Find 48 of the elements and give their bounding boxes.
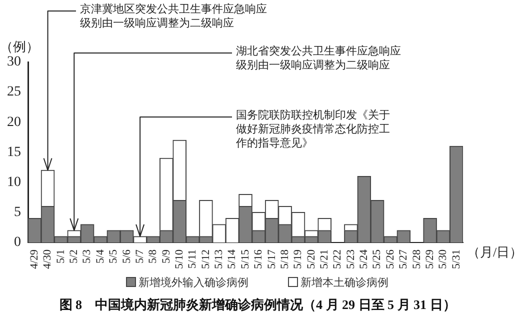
y-tick-label: 30 (7, 54, 21, 70)
x-tick-label: 5/23 (344, 248, 357, 270)
x-tick-label: 5/16 (252, 248, 265, 270)
y-axis-title: （例） (0, 38, 39, 54)
x-tick-label: 5/18 (278, 248, 291, 270)
x-tick-label: 5/20 (305, 248, 318, 270)
x-tick-label: 5/27 (398, 248, 410, 270)
x-tick-label: 5/4 (94, 248, 106, 264)
x-tick-label: 5/22 (332, 249, 344, 270)
x-tick-label: 5/9 (160, 248, 172, 264)
x-tick-label: 5/21 (318, 249, 330, 270)
x-tick-label: 5/19 (292, 248, 304, 270)
x-tick-label: 5/17 (266, 248, 278, 270)
x-tick-label: 5/5 (108, 248, 120, 264)
legend-label: 新增境外输入确诊病例 (138, 276, 248, 290)
y-tick-label: 0 (14, 235, 21, 250)
x-tick-label: 4/30 (42, 248, 54, 270)
x-tick-label: 5/15 (239, 248, 252, 270)
legend-label: 新增本土确诊病例 (300, 276, 388, 290)
x-tick-label: 5/13 (213, 248, 226, 270)
x-tick-label: 5/10 (173, 248, 186, 270)
x-tick-label: 5/12 (200, 249, 212, 270)
x-tick-label: 5/28 (410, 248, 423, 270)
annotation: 京津冀地区突发公共卫生事件应急响应级别由一级响应调整为二级响应 (80, 2, 267, 30)
x-tick-label: 5/7 (134, 248, 146, 264)
x-axis-title: （月/日） (467, 244, 515, 260)
x-tick-label: 5/8 (147, 248, 160, 264)
x-tick-label: 5/11 (186, 249, 199, 269)
y-tick-label: 20 (7, 114, 21, 130)
y-tick-label: 10 (7, 174, 21, 190)
x-tick-label: 5/26 (384, 248, 396, 270)
x-tick-label: 4/29 (28, 248, 40, 270)
y-tick-label: 15 (7, 144, 21, 160)
annotation: 湖北省突发公共卫生事件应急响应级别由一级响应调整为二级响应 (236, 44, 401, 72)
x-tick-label: 5/29 (424, 248, 436, 270)
x-tick-label: 5/25 (371, 248, 384, 270)
x-tick-label: 5/3 (81, 248, 94, 264)
y-tick-label: 5 (14, 205, 21, 220)
text: 图 8 中国境内新冠肺炎新增确诊病例情况（4 月 29 日至 5 月 31 日） (58, 296, 457, 314)
x-tick-label: 5/1 (54, 249, 67, 264)
x-tick-label: 5/14 (226, 248, 238, 270)
annotation: 国务院联防联控机制印发《关于做好新冠肺炎疫情常态化防控工作的指导意见》 (235, 108, 390, 150)
x-tick-label: 5/31 (450, 249, 462, 270)
y-tick-label: 25 (7, 84, 21, 100)
x-tick-label: 5/6 (120, 248, 133, 264)
x-tick-label: 5/24 (358, 248, 370, 270)
x-tick-label: 5/2 (68, 249, 80, 264)
x-tick-label: 5/30 (437, 248, 450, 270)
